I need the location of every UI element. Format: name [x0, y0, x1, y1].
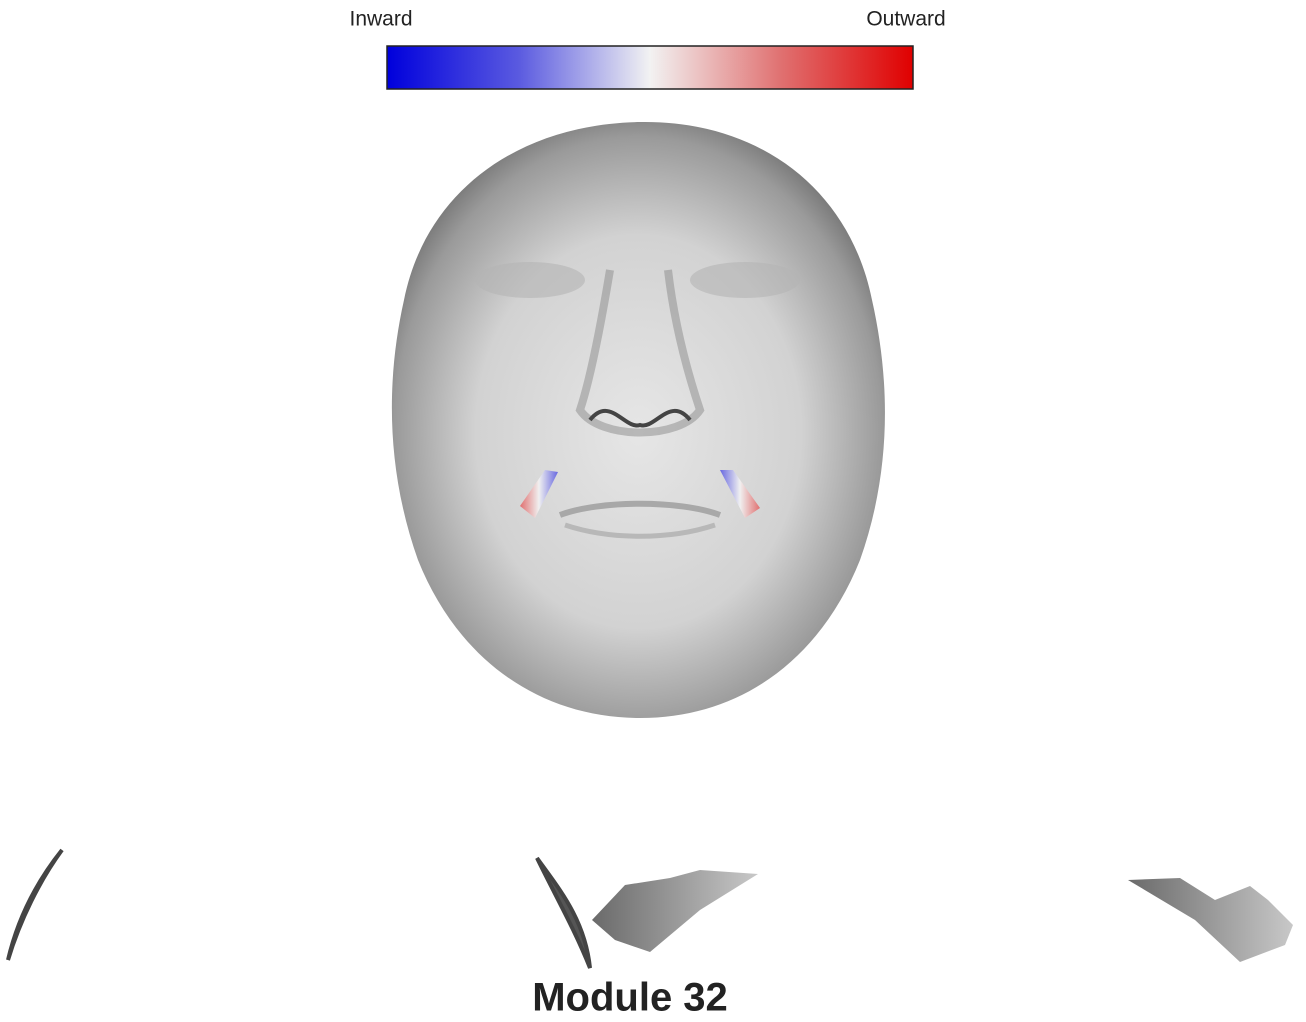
- page: {"colorbar": {"left_label": "Inward", "r…: [0, 0, 1306, 1022]
- face-render: [392, 122, 885, 718]
- figure: Inward Outward Module 32: [0, 0, 1306, 1022]
- figure-title: Module 32: [532, 976, 728, 1020]
- colorbar-left-label: Inward: [349, 8, 412, 31]
- colorbar: [387, 46, 913, 89]
- colorbar-right-label: Outward: [866, 8, 945, 31]
- module-views: [8, 850, 1293, 968]
